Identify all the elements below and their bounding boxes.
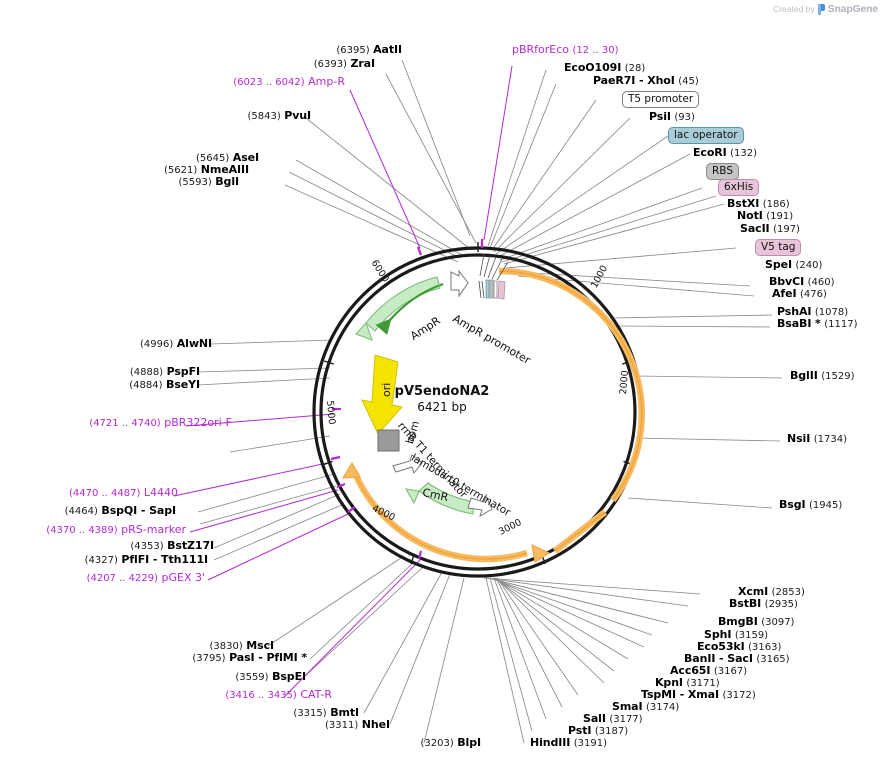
site-label-sali: SalI (3177) xyxy=(583,712,643,725)
site-label-bglii: BglII (1529) xyxy=(790,369,855,382)
feature-bom xyxy=(377,429,400,452)
site-label-bgli: (5593) BglI xyxy=(178,175,240,188)
tick-label-5000: 5000 xyxy=(324,400,338,426)
feature-tag-rbs: RBS xyxy=(706,163,739,180)
snapgene-flag-icon xyxy=(817,3,825,15)
site-label-sacii: SacII (197) xyxy=(740,222,800,235)
site-label-pshai: PshAI (1078) xyxy=(777,305,849,318)
site-label-pvui: (5843) PvuI xyxy=(247,109,311,122)
primer-ring-ticks xyxy=(330,239,484,560)
site-label-bstxi: BstXI (186) xyxy=(727,197,790,210)
site-label-aatii: (6395) AatII xyxy=(336,43,402,56)
site-label-bseyi: (4884) BseYI xyxy=(129,378,200,391)
site-label-asei: (5645) AseI xyxy=(196,151,259,164)
feature-rrnb-t1-terminator xyxy=(392,454,423,475)
site-label-bstz17i: (4353) BstZ17I xyxy=(130,539,214,552)
site-label-tspmi-xmai: TspMI - XmaI (3172) xyxy=(641,688,756,701)
site-label-zrai: (6393) ZraI xyxy=(313,57,375,70)
site-label-nmeaiii: (5621) NmeAIII xyxy=(164,163,249,176)
primer-label-pbr322ori-f: (4721 .. 4740) pBR322ori-F xyxy=(89,416,232,429)
site-label-pasi-pflmi: (3795) PasI - PflMI * xyxy=(192,651,307,664)
primer-label-pgex-3prime: (4207 .. 4229) pGEX 3' xyxy=(86,571,205,584)
primer-label-amp-r: (6023 .. 6042) Amp-R xyxy=(233,75,345,88)
mcs-feature-boxes xyxy=(478,253,509,300)
site-label-ecori: EcoRI (132) xyxy=(693,146,758,159)
site-label-eco53ki: Eco53kI (3163) xyxy=(697,640,782,653)
site-label-psii: PsiI (93) xyxy=(649,110,695,123)
feature-tag-t5-promoter: T5 promoter xyxy=(622,91,700,108)
feature-ampr-gene xyxy=(355,276,444,341)
plasmid-name: pV5endoNA2 xyxy=(394,384,490,399)
site-label-spei: SpeI (240) xyxy=(765,258,823,271)
site-label-bmgbi: BmgBI (3097) xyxy=(718,615,795,628)
primer-leader-lines-group xyxy=(173,65,513,698)
feature-lambda-t0-terminator xyxy=(467,494,493,518)
leader-lines-group xyxy=(197,59,783,744)
site-label-nsii: NsiI (1734) xyxy=(787,432,847,445)
plasmid-size: 6421 bp xyxy=(417,400,467,414)
site-label-pflfi-tth111i: (4327) PflFI - Tth111I xyxy=(84,553,208,566)
site-label-bstbi: BstBI (2935) xyxy=(729,597,798,610)
site-label-xcmi: XcmI (2853) xyxy=(738,585,805,598)
primer-label-prs-marker: (4370 .. 4389) pRS-marker xyxy=(46,523,186,536)
site-label-bsabi: BsaBI * (1117) xyxy=(777,317,858,330)
tick-label-2000: 2000 xyxy=(618,369,632,395)
primer-label-cat-r: (3416 .. 3435) CAT-R xyxy=(225,688,332,701)
feature-cmr-gene xyxy=(404,482,475,515)
site-label-blpi: (3203) BlpI xyxy=(420,736,482,749)
primer-label-pbrforeco: pBRforEco (12 .. 30) xyxy=(512,43,619,56)
feature-tag-6xhis: 6xHis xyxy=(718,179,760,196)
feature-tag-lac-operator: lac operator xyxy=(668,127,744,144)
site-label-banii-saci: BanII - SacI (3165) xyxy=(684,652,790,665)
site-label-kpni: KpnI (3171) xyxy=(655,676,720,689)
site-label-nhei: (3311) NheI xyxy=(325,718,390,731)
site-label-hindiii: HindIII (3191) xyxy=(530,736,608,749)
site-label-noti: NotI (191) xyxy=(737,209,794,222)
site-label-bmti: (3315) BmtI xyxy=(293,706,359,719)
primer-label-l4440: (4470 .. 4487) L4440 xyxy=(68,486,178,499)
site-label-msci: (3830) MscI xyxy=(209,639,275,652)
site-label-ecoo109i: EcoO109I (28) xyxy=(564,61,646,74)
site-label-pspfi: (4888) PspFI xyxy=(129,365,200,378)
site-label-psti: PstI (3187) xyxy=(568,724,629,737)
feature-ampr-promoter xyxy=(450,269,469,298)
site-label-alwni: (4996) AlwNI xyxy=(139,337,212,350)
site-label-acc65i: Acc65I (3167) xyxy=(670,664,748,677)
feature-ori xyxy=(361,354,403,435)
snapgene-watermark: Created by SnapGene xyxy=(773,3,878,15)
site-label-smai: SmaI (3174) xyxy=(612,700,680,713)
feature-label-ori: ori xyxy=(380,382,393,397)
orange-feature-arc xyxy=(341,267,645,563)
watermark-brand: SnapGene xyxy=(827,3,879,15)
site-label-paer7i-xhoi: PaeR7I - XhoI (45) xyxy=(593,74,699,87)
watermark-prefix: Created by xyxy=(773,4,815,14)
site-label-bsgi: BsgI (1945) xyxy=(779,498,843,511)
site-label-bspqi-sapi: (4464) BspQI - SapI xyxy=(64,504,176,517)
site-label-bbvci: BbvCI (460) xyxy=(769,275,835,288)
feature-tag-v5-tag: V5 tag xyxy=(755,239,802,256)
site-label-bspei: (3559) BspEI xyxy=(235,670,306,683)
site-label-sphi: SphI (3159) xyxy=(704,628,769,641)
site-label-afei: AfeI (476) xyxy=(772,287,827,300)
